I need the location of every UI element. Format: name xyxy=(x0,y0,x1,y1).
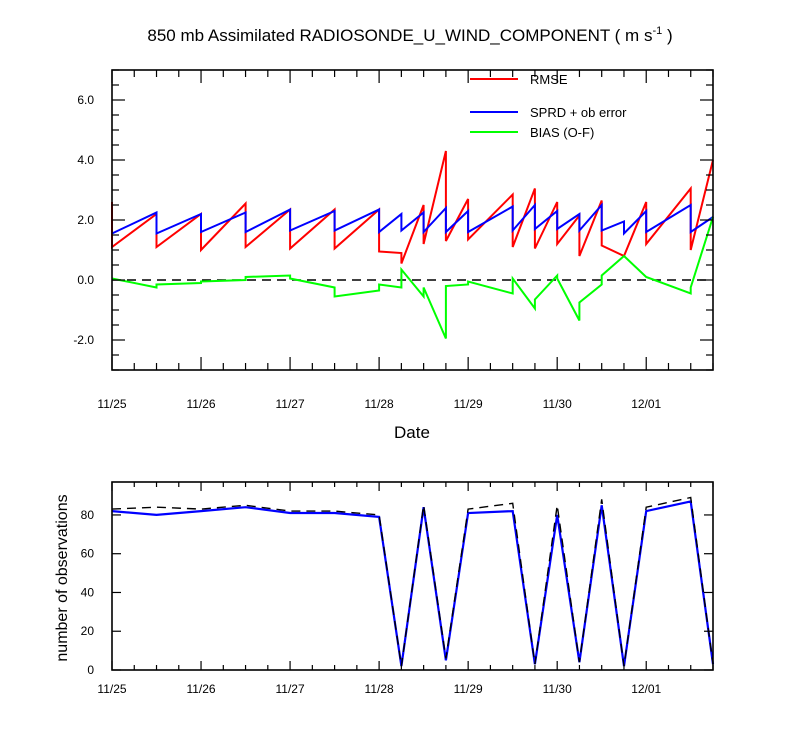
y-tick-label: 2.0 xyxy=(77,213,94,227)
y-tick-label: 20 xyxy=(81,624,95,638)
y-tick-label: -2.0 xyxy=(73,333,94,347)
x-tick-label: 11/26 xyxy=(186,682,215,696)
x-tick-label: 11/28 xyxy=(365,397,394,411)
x-tick-label: 11/25 xyxy=(97,682,126,696)
y-tick-label: 80 xyxy=(81,508,95,522)
x-tick-label: 11/30 xyxy=(543,397,572,411)
y-tick-label: 0 xyxy=(87,663,94,677)
y-tick-label: 40 xyxy=(81,585,95,599)
x-tick-label: 11/29 xyxy=(454,682,483,696)
chart-title: 850 mb Assimilated RADIOSONDE_U_WIND_COM… xyxy=(147,25,672,45)
x-tick-label: 11/29 xyxy=(454,397,483,411)
rmse-spread-bias-chart: 11/25 11/26 11/27 11/28 11/29 11/30 12/01 -2.0 0… xyxy=(73,69,714,411)
title-suffix: ) xyxy=(662,26,672,45)
observations-y-axis-title: number of observations xyxy=(54,494,71,661)
series-line-rmse xyxy=(111,150,714,264)
legend: RMSE SPRD + ob error BIAS (O-F) xyxy=(470,72,627,140)
x-tick-label: 11/27 xyxy=(276,682,305,696)
title-superscript: -1 xyxy=(652,25,662,37)
x-tick-label: 11/25 xyxy=(97,397,126,411)
y-tick-label: 4.0 xyxy=(77,153,94,167)
series-line-bias-o-f xyxy=(111,216,714,339)
y-tick-label: 0.0 xyxy=(77,273,94,287)
x-tick-label: 11/30 xyxy=(543,682,572,696)
plot-frame xyxy=(111,481,714,671)
observation-count-chart: 11/25 11/26 11/27 11/28 11/29 11/30 12/01 0 20 40… xyxy=(81,481,715,696)
x-tick-label: 12/01 xyxy=(631,682,661,696)
x-tick-label: 11/27 xyxy=(276,397,305,411)
x-tick-label: 12/01 xyxy=(631,397,661,411)
x-tick-label: 11/26 xyxy=(186,397,215,411)
legend-label: RMSE xyxy=(530,72,568,87)
y-tick-label: 60 xyxy=(81,547,95,561)
series-line-sprd-ob-error xyxy=(111,202,714,236)
legend-label: BIAS (O-F) xyxy=(530,125,594,140)
y-tick-label: 6.0 xyxy=(77,93,94,107)
series-line-total xyxy=(111,496,714,667)
x-tick-label: 11/28 xyxy=(365,682,394,696)
x-axis-title: Date xyxy=(394,423,430,442)
legend-label: SPRD + ob error xyxy=(530,105,627,120)
